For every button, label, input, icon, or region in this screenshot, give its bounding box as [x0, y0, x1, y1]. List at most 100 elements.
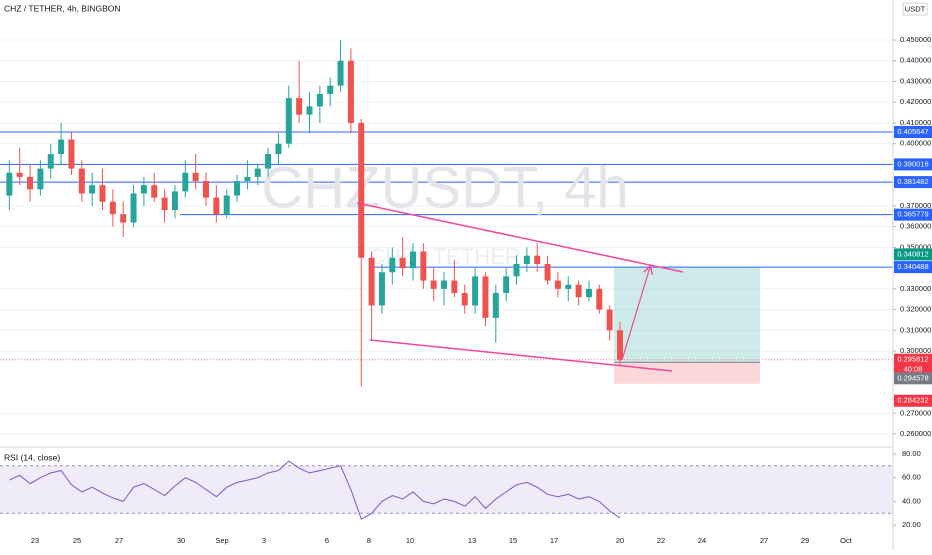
x-tick-label: 17 [550, 536, 558, 545]
rsi-band [0, 465, 893, 514]
candle-body [565, 284, 572, 289]
y-tick-label: 0.320000 [900, 305, 931, 314]
y-tick-label: 0.450000 [900, 35, 931, 44]
candle-body [37, 168, 44, 190]
price-tag-label: 0.294578 [897, 373, 928, 382]
candle-body [285, 98, 292, 144]
x-tick-label: 24 [698, 536, 706, 545]
y-tick-label: 0.370000 [900, 201, 931, 210]
price-tag-label: 0.365779 [897, 210, 928, 219]
candle-body [575, 284, 582, 298]
y-tick-label: 0.270000 [900, 408, 931, 417]
candle-body [296, 98, 303, 115]
y-tick-label: 0.350000 [900, 242, 931, 251]
price-tag-label: 0.284232 [897, 396, 928, 405]
candle-body [47, 154, 54, 169]
y-tick-label: 0.430000 [900, 76, 931, 85]
y-tick-label: 80.00 [902, 449, 921, 458]
candle-body [554, 280, 561, 289]
candle-body [358, 122, 365, 258]
y-tick-label: 20.00 [902, 520, 921, 529]
candle-body [492, 293, 499, 318]
countdown: 40:08 [904, 365, 923, 374]
price-tag-label: 0.340488 [897, 262, 928, 271]
candle-body [544, 263, 551, 281]
candle-body [306, 106, 313, 115]
main-pane [6, 40, 623, 387]
y-tick-label: 0.300000 [900, 346, 931, 355]
x-tick-label: 22 [657, 536, 665, 545]
price-tag [894, 248, 932, 261]
candle-body [585, 288, 592, 298]
price-tag [894, 158, 932, 171]
candle-body [523, 255, 530, 264]
y-tick-label: 40.00 [902, 496, 921, 505]
candle-body [68, 139, 75, 169]
candle-body [399, 257, 406, 269]
candle-body [223, 195, 230, 215]
price-tag-label: 0.295812 [897, 355, 928, 364]
y-tick-label: 0.440000 [900, 56, 931, 65]
price-tag-label: 0.405647 [897, 127, 928, 136]
x-tick-label: 8 [367, 536, 371, 545]
y-tick-label: 0.260000 [900, 429, 931, 438]
candle-body [513, 263, 520, 277]
candle-body [461, 293, 468, 306]
candle-body [120, 214, 127, 223]
candle-body [109, 201, 116, 215]
candle-body [606, 309, 613, 331]
candle-body [130, 193, 137, 223]
candle-body [244, 176, 251, 182]
y-tick-label: 60.00 [902, 473, 921, 482]
currency: USDT [905, 4, 926, 13]
x-tick-label: 6 [325, 536, 329, 545]
candle-body [140, 185, 147, 194]
candle-body [482, 276, 489, 318]
candle-body [503, 276, 510, 294]
price-tag [894, 372, 932, 385]
x-tick-label: 15 [509, 536, 517, 545]
candle-body [389, 257, 396, 273]
price-tag [894, 176, 932, 189]
price-tag [894, 394, 932, 407]
target-zone [614, 266, 760, 363]
x-tick-label: 29 [801, 536, 809, 545]
y-tick-label: 0.410000 [900, 118, 931, 127]
candle-body [347, 60, 354, 123]
candle-body [472, 276, 479, 306]
candle-body [171, 191, 178, 211]
candle-body [368, 257, 375, 306]
candle-body [534, 255, 541, 264]
x-tick-label: 27 [760, 536, 768, 545]
candle-body [378, 272, 385, 306]
candle-body [316, 93, 323, 107]
candle-body [617, 330, 623, 360]
background [0, 39, 893, 514]
price-tag [894, 208, 932, 221]
y-tick-label: 0.360000 [900, 222, 931, 231]
candle-body [430, 280, 437, 289]
price-tag [894, 353, 932, 376]
candle-body [99, 185, 106, 202]
x-tick-label: 13 [468, 536, 476, 545]
price-tag-label: 0.381482 [897, 177, 928, 186]
candle-body [89, 185, 96, 194]
x-tick-label: Oct [840, 536, 853, 545]
candle-body [16, 172, 23, 177]
currency-box [902, 2, 928, 16]
rsi-title: RSI (14, close) [4, 452, 60, 462]
price-tag-label: 0.340812 [897, 249, 928, 258]
price-tag [894, 125, 932, 138]
candle-body [254, 168, 261, 177]
candle-body [161, 197, 168, 211]
price-tag [894, 261, 932, 274]
candle-body [213, 197, 220, 215]
price-tag-label: 0.390016 [897, 159, 928, 168]
trend-line [369, 339, 673, 372]
candle-body [6, 172, 13, 196]
x-tick-label: 30 [177, 536, 185, 545]
y-tick-label: 0.330000 [900, 284, 931, 293]
candle-body [203, 181, 209, 198]
candle-body [275, 143, 282, 155]
